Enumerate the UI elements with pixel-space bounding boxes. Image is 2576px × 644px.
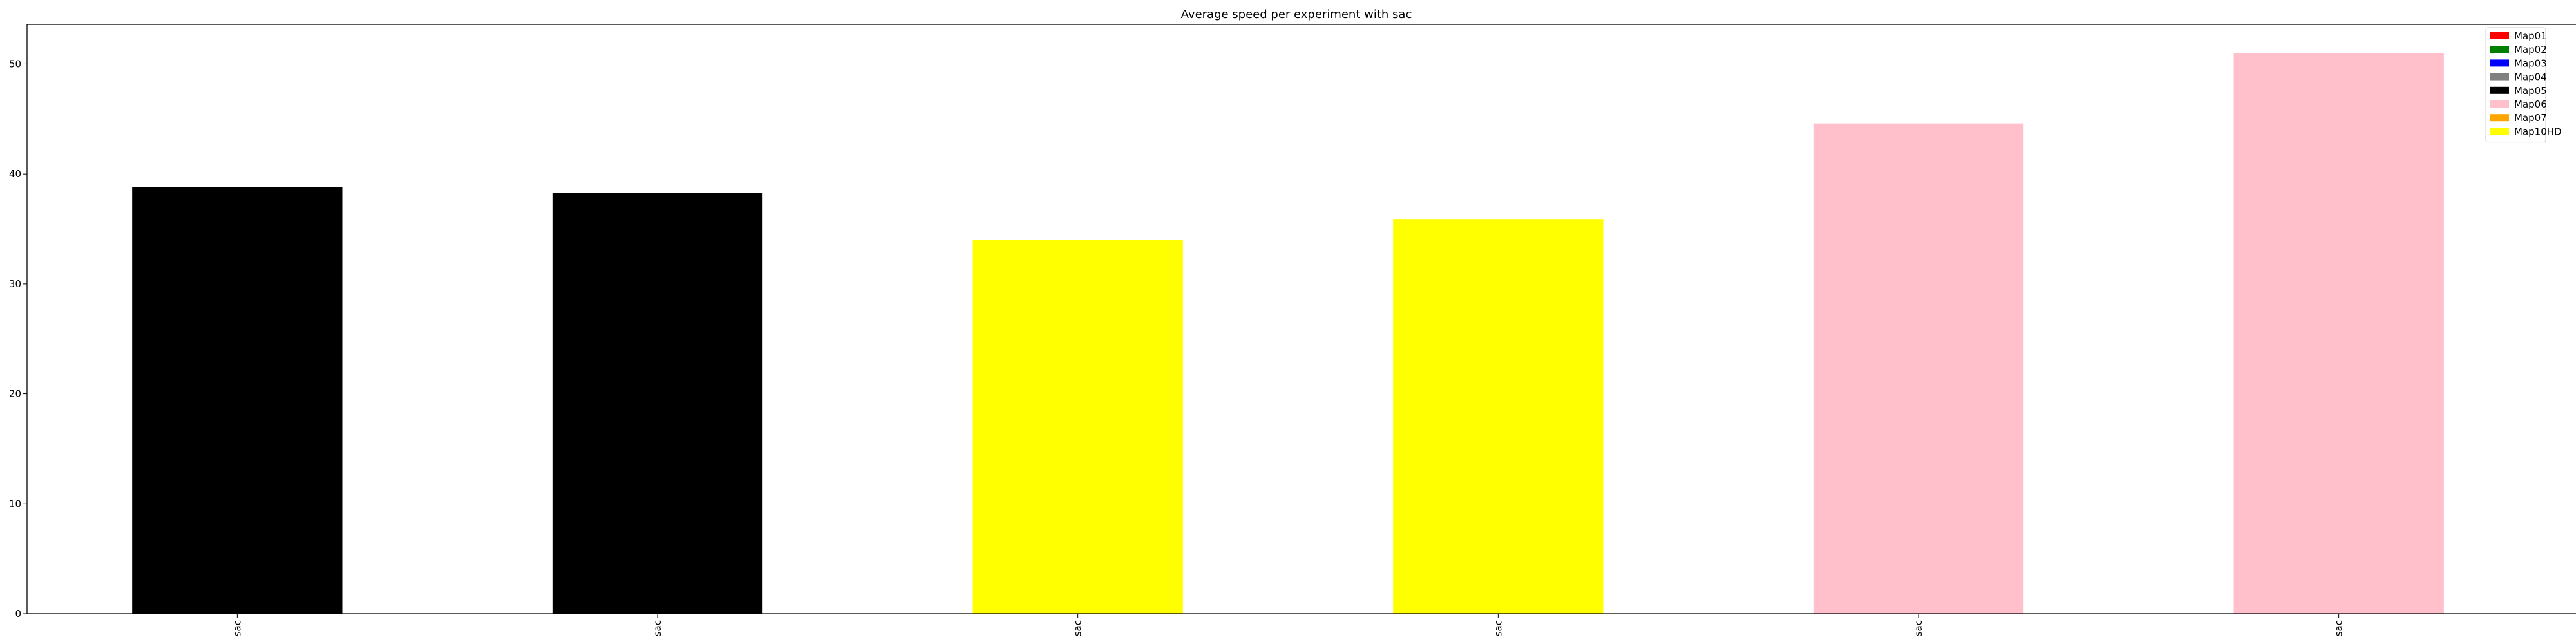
y-tick-label: 50	[9, 58, 21, 70]
bar	[2233, 53, 2444, 614]
legend-label: Map04	[2514, 71, 2547, 83]
legend-label: Map05	[2514, 85, 2547, 97]
legend-swatch	[2490, 46, 2509, 53]
legend: Map01 Map02 Map03 Map04 Map05 Map06 Map07 Map10…	[2485, 27, 2562, 143]
legend-box	[2485, 27, 2546, 143]
y-tick-label: 0	[15, 608, 21, 620]
x-tick-label: sac	[1492, 620, 1504, 636]
legend-swatch	[2490, 100, 2509, 108]
legend-swatch	[2490, 114, 2509, 122]
y-axis: 0 10 20 30 40 50	[9, 58, 27, 620]
x-axis: sac sac sac sac sac sac	[231, 614, 2345, 636]
y-tick-label: 20	[9, 388, 21, 400]
legend-label: Map01	[2514, 30, 2547, 42]
bars	[132, 53, 2444, 614]
y-tick-label: 30	[9, 278, 21, 290]
legend-label: Map02	[2514, 44, 2547, 55]
x-tick-label: sac	[231, 620, 243, 636]
x-tick-label: sac	[652, 620, 663, 636]
legend-label: Map07	[2514, 112, 2547, 124]
bar	[132, 187, 343, 614]
y-tick-label: 10	[9, 498, 21, 509]
bar	[1393, 219, 1604, 614]
legend-label: Map03	[2514, 57, 2547, 69]
legend-swatch	[2490, 73, 2509, 80]
plot-frame	[26, 24, 2576, 614]
legend-swatch	[2490, 128, 2509, 135]
x-tick-label: sac	[2333, 620, 2345, 636]
bar	[552, 193, 763, 614]
chart-title: Average speed per experiment with sac	[1181, 8, 1412, 21]
legend-label: Map10HD	[2514, 126, 2562, 137]
legend-swatch	[2490, 59, 2509, 67]
x-tick-label: sac	[1072, 620, 1084, 636]
legend-swatch	[2490, 86, 2509, 94]
bar	[1813, 123, 2024, 614]
x-tick-label: sac	[1913, 620, 1924, 636]
y-tick-label: 40	[9, 168, 21, 180]
legend-label: Map06	[2514, 99, 2547, 110]
legend-swatch	[2490, 32, 2509, 39]
bar	[972, 240, 1183, 614]
